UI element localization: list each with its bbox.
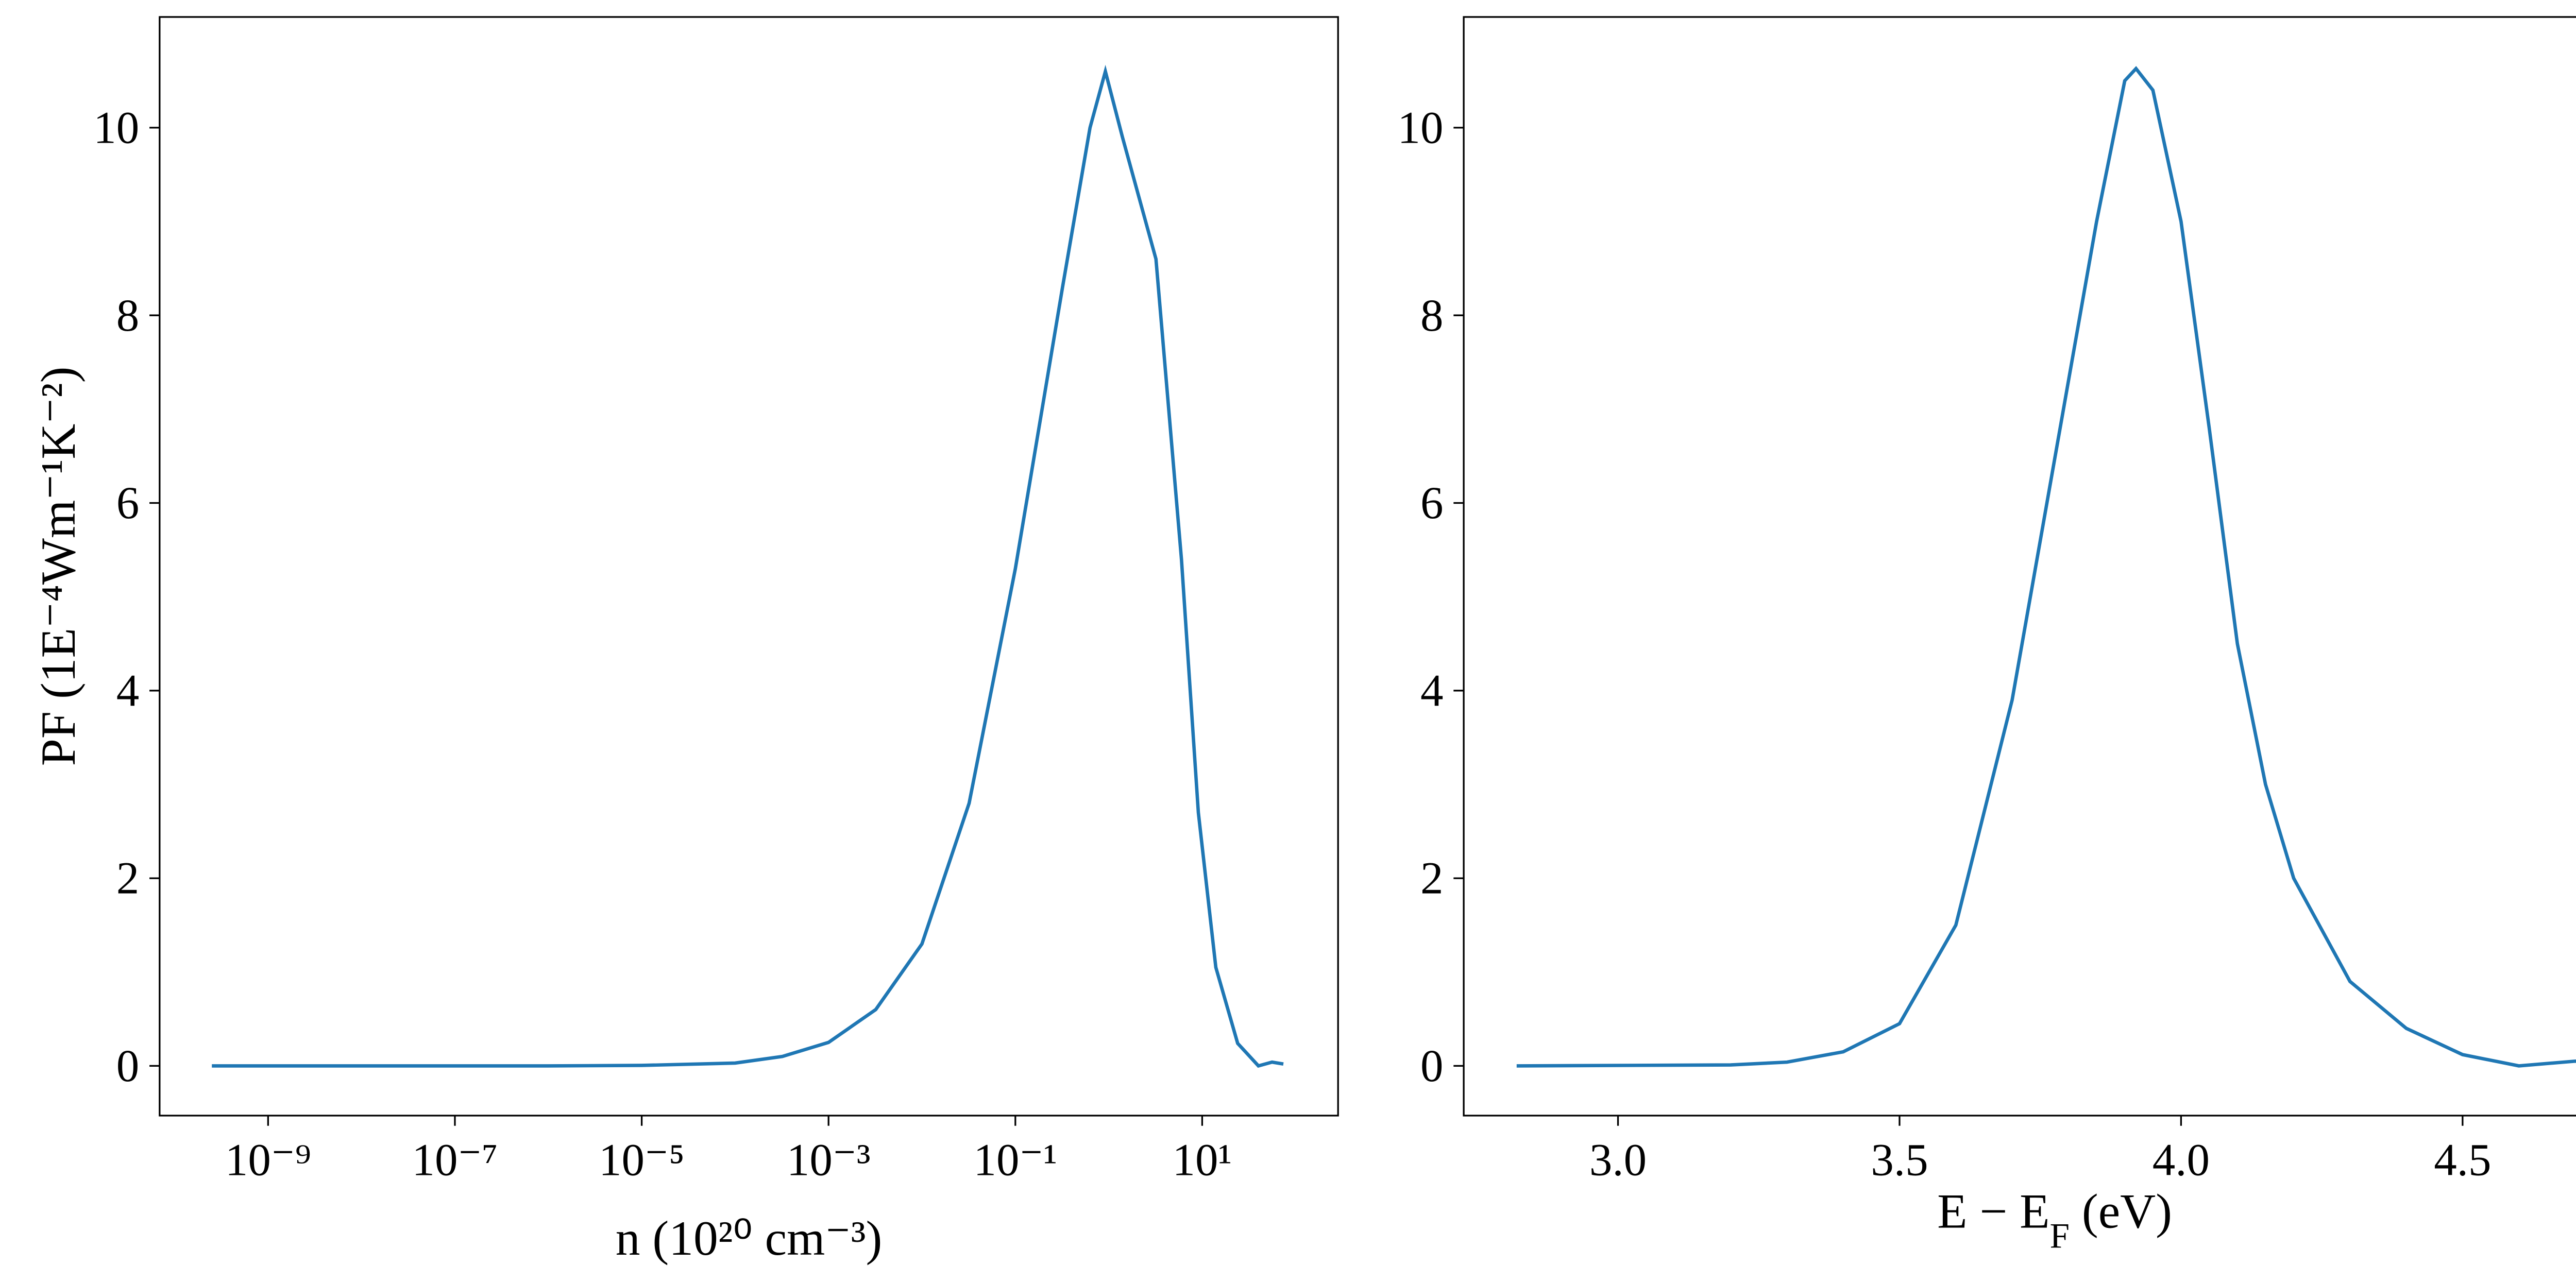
- x-axis-label: n (10²⁰ cm⁻³): [616, 1211, 883, 1266]
- plot-frame: [159, 16, 1339, 1117]
- plot-frame: [1463, 16, 2576, 1117]
- y-tick-label: 6: [116, 478, 139, 528]
- x-tick-label: 10⁻⁵: [599, 1135, 685, 1185]
- y-tick-label: 4: [1420, 665, 1443, 716]
- x-tick-label: 10⁻³: [787, 1135, 871, 1185]
- x-axis-label: E − EF (eV): [1937, 1184, 2172, 1255]
- y-tick-label: 0: [1420, 1041, 1443, 1091]
- x-tick-label: 4.0: [2153, 1135, 2210, 1185]
- y-tick-label: 8: [1420, 290, 1443, 341]
- y-tick-label: 2: [1420, 853, 1443, 904]
- x-tick-label: 3.5: [1871, 1135, 1928, 1185]
- y-tick-label: 10: [93, 103, 139, 153]
- x-axis-label-part: (eV): [2070, 1184, 2172, 1238]
- x-tick-label: 4.5: [2434, 1135, 2491, 1185]
- x-tick-label: 10⁻⁷: [412, 1135, 498, 1185]
- y-tick-label: 0: [116, 1041, 139, 1091]
- y-axis-label: PF (1E⁻⁴Wm⁻¹K⁻²): [31, 367, 86, 766]
- x-tick-label: 3.0: [1589, 1135, 1647, 1185]
- x-tick-label: 10⁻⁹: [225, 1135, 311, 1185]
- y-tick-label: 6: [1420, 478, 1443, 528]
- y-tick-label: 4: [116, 665, 139, 716]
- data-line: [1516, 66, 2576, 1068]
- y-tick-label: 2: [116, 853, 139, 904]
- y-tick-label: 10: [1398, 103, 1444, 153]
- x-axis-label-part: E − E: [1937, 1184, 2049, 1238]
- data-line: [212, 64, 1284, 1068]
- y-tick-label: 8: [116, 290, 139, 341]
- x-tick-label: 10⁻¹: [973, 1135, 1057, 1185]
- x-tick-label: 10¹: [1173, 1135, 1232, 1185]
- x-axis-label-part: F: [2050, 1216, 2070, 1255]
